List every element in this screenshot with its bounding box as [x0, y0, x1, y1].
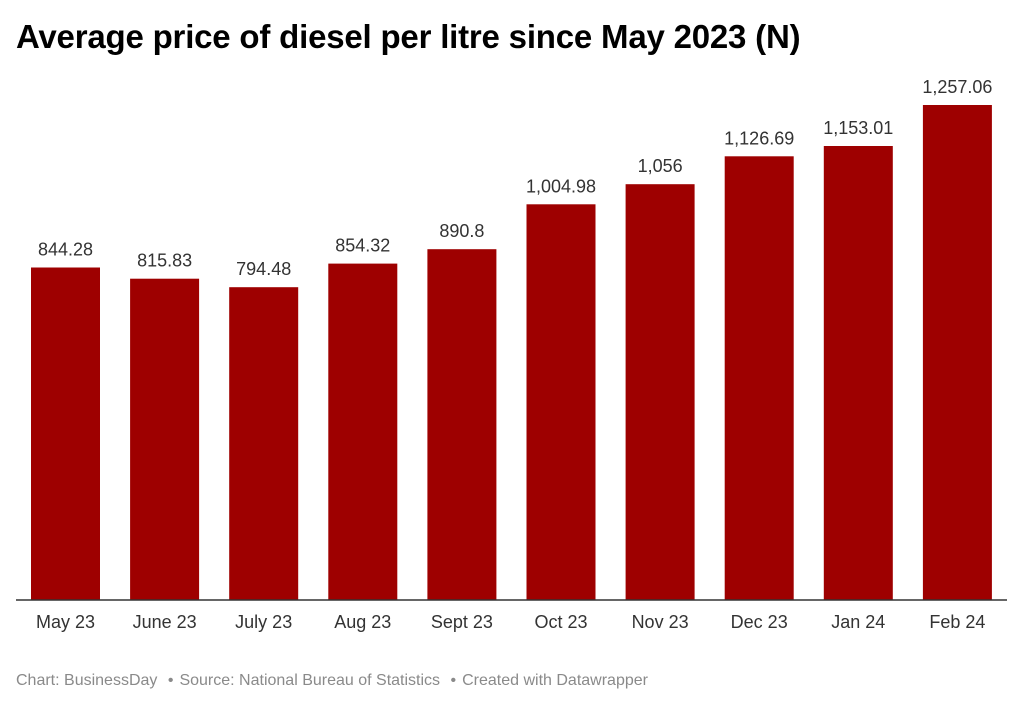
value-label: 1,153.01: [823, 118, 893, 138]
value-label: 844.28: [38, 240, 93, 260]
value-label: 1,126.69: [724, 128, 794, 148]
footer-separator: •: [450, 672, 457, 689]
x-tick-label: Sept 23: [431, 612, 493, 632]
x-tick-label: Jan 24: [831, 612, 885, 632]
value-label: 794.48: [236, 259, 291, 279]
x-tick-label: Oct 23: [534, 612, 587, 632]
bars-group: [31, 105, 992, 601]
chart-footer: Chart: BusinessDay • Source: National Bur…: [16, 672, 654, 690]
bar-oct-23: [526, 204, 596, 601]
value-label: 1,257.06: [922, 77, 992, 97]
value-label: 854.32: [335, 236, 390, 256]
x-tick-label: May 23: [36, 612, 95, 632]
bar-june-23: [130, 278, 200, 600]
value-label: 1,056: [638, 156, 683, 176]
x-tick-label: Aug 23: [334, 612, 391, 632]
x-tick-label: June 23: [133, 612, 197, 632]
x-tick-label: July 23: [235, 612, 292, 632]
chart-title: Average price of diesel per litre since …: [16, 18, 801, 55]
value-label: 1,004.98: [526, 176, 596, 196]
bar-aug-23: [328, 263, 398, 600]
value-label: 890.8: [439, 221, 484, 241]
x-tick-label: Feb 24: [929, 612, 985, 632]
x-axis-labels-group: May 23 June 23 July 23 Aug 23 Sept 23 Oct 23 N…: [36, 612, 985, 632]
value-label: 815.83: [137, 251, 192, 271]
bar-may-23: [31, 267, 100, 600]
bar-sept-23: [427, 249, 497, 600]
source-link[interactable]: Source: National Bureau of Statistics: [179, 672, 441, 689]
footer-separator: •: [167, 672, 174, 689]
x-tick-label: Nov 23: [632, 612, 689, 632]
bar-july-23: [229, 287, 299, 600]
chart-credit: Chart: BusinessDay: [16, 672, 158, 689]
x-tick-label: Dec 23: [731, 612, 788, 632]
datawrapper-link[interactable]: Created with Datawrapper: [462, 672, 648, 689]
bar-jan-24: [823, 146, 893, 600]
value-labels-group: 844.28 815.83 794.48 854.32 890.8 1,004.98 1,0…: [38, 77, 992, 279]
bar-dec-23: [724, 156, 794, 601]
bar-nov-23: [625, 184, 695, 600]
bar-feb-24: [922, 105, 992, 600]
